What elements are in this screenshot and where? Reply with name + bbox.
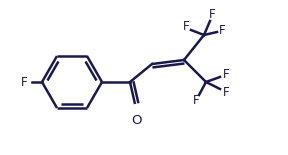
- Text: F: F: [193, 93, 199, 106]
- Text: F: F: [223, 67, 229, 80]
- Text: F: F: [209, 9, 215, 22]
- Text: F: F: [183, 20, 189, 33]
- Text: F: F: [20, 75, 27, 89]
- Text: O: O: [131, 114, 141, 127]
- Text: F: F: [219, 24, 225, 36]
- Text: F: F: [223, 86, 229, 98]
